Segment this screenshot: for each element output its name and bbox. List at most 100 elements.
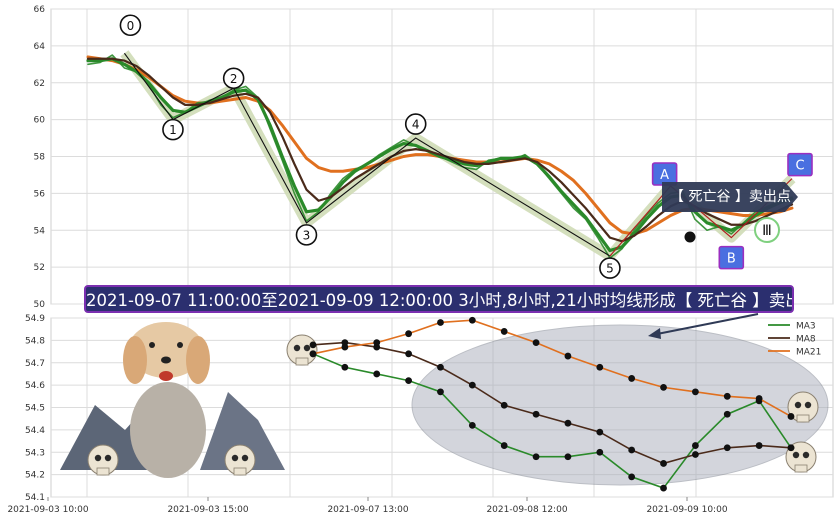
bottom-point-ma3 [660,484,667,492]
death-valley-highlight [411,324,829,486]
sell-point-callout: 【 死亡谷 】卖出点 [670,189,791,205]
wave-point-label: 3 [303,228,311,242]
skull-eye [241,454,249,462]
bottom-y-tick-label: 54.2 [25,471,45,481]
bottom-point-ma3 [532,453,540,461]
bottom-point-ma21 [437,319,444,326]
bottom-y-tick-label: 54.8 [25,336,45,346]
mountain-illustration [200,392,285,470]
top-y-tick-label: 54 [34,226,46,236]
bottom-y-tick-label: 54.7 [25,359,45,369]
abc-point-label: A [660,168,669,183]
wave-point-marker [295,224,318,246]
bottom-point-ma21 [468,316,476,324]
bottom-point-ma21 [309,350,317,358]
bottom-y-tick-label: 54.9 [25,314,45,324]
x-tick-label: 2021-09-03 10:00 [7,505,88,515]
bottom-point-ma21 [755,395,763,402]
bottom-point-ma21 [500,328,508,335]
dog-body-illustration [130,382,206,478]
bottom-point-ma8 [596,428,604,436]
wave-point-marker [222,67,245,90]
x-tick-label: 2021-09-07 13:00 [327,505,408,515]
bottom-point-ma21 [628,375,636,382]
bottom-point-ma3 [437,388,444,396]
highlight-arrow-head [648,328,661,339]
legend-label: MA8 [796,335,816,345]
bottom-point-ma21 [723,392,731,400]
skull-eye [104,454,112,462]
bottom-y-tick-label: 54.4 [25,426,45,436]
abc-point-label: C [795,159,804,174]
skull-eye [794,401,802,409]
wave-point-label: 0 [127,19,135,33]
legend-label: MA3 [796,322,816,332]
wave-structure-line [123,52,611,257]
dog-eye [177,342,183,348]
bottom-point-ma3 [468,422,476,429]
bottom-point-ma8 [532,410,540,418]
dog-ear-illustration [186,336,210,384]
top-y-tick-label: 60 [34,116,46,126]
bottom-point-ma21 [692,388,699,396]
bottom-point-ma3 [564,453,572,461]
bottom-point-ma3 [500,442,508,449]
wave-point-label: 2 [230,72,238,86]
signal-dot [684,231,696,243]
wave-point-marker [404,113,427,135]
abc-point-marker [787,152,813,177]
bottom-point-ma8 [723,444,731,452]
bottom-y-tick-label: 54.6 [25,381,45,391]
wave-point-label: 1 [169,123,177,137]
bottom-point-ma21 [532,339,540,347]
dog-tongue [159,371,173,381]
skull-eye [94,454,102,462]
bottom-point-ma8 [564,419,572,427]
skull-jaw [796,414,810,423]
bottom-point-ma8 [755,442,763,449]
bottom-point-ma8 [692,451,699,458]
bottom-point-ma3 [628,473,636,481]
bottom-point-ma21 [596,363,604,371]
dog-illustration [128,322,204,378]
x-tick-label: 2021-09-08 12:00 [486,505,567,515]
bottom-point-ma8 [660,460,667,467]
legend-label: MA21 [796,348,821,358]
top-y-tick-label: 58 [34,153,46,163]
skull-jaw [794,464,808,473]
bottom-series-ma8 [312,341,792,465]
bottom-series-ma3 [312,353,792,489]
bottom-y-tick-label: 54.3 [25,448,45,458]
bottom-point-ma3 [341,363,349,371]
skull-eye [231,454,239,462]
x-tick-label: 2021-09-09 10:00 [646,505,727,515]
abc-point-marker [718,245,745,270]
bottom-point-ma21 [373,339,381,347]
skull-jaw [233,467,247,476]
wave-point-marker [119,14,142,37]
bottom-series-ma21 [312,319,792,418]
dog-nose [161,356,171,364]
bottom-point-ma21 [405,330,412,338]
bottom-point-ma3 [373,370,381,378]
top-y-tick-label: 56 [34,189,46,199]
x-tick-label: 2021-09-03 15:00 [167,505,248,515]
bottom-point-ma8 [787,444,795,452]
abc-point-label: B [727,252,736,267]
bottom-point-ma8 [405,350,412,358]
skull-eye [802,451,810,459]
highlight-arrow [651,313,759,336]
bottom-point-ma8 [309,341,317,349]
bottom-point-ma21 [787,413,795,420]
bottom-y-tick-label: 54.5 [25,404,45,414]
skull-eye [293,344,301,352]
bottom-point-ma21 [564,352,572,360]
skull-eye [792,451,800,459]
signal-marker-ring [754,217,780,243]
skull-jaw [295,357,309,366]
top-y-tick-label: 52 [34,263,45,273]
signal-banner: 2021-09-07 11:00:00至2021-09-09 12:00:00 … [84,285,794,313]
wave-point-label: 5 [606,262,614,276]
